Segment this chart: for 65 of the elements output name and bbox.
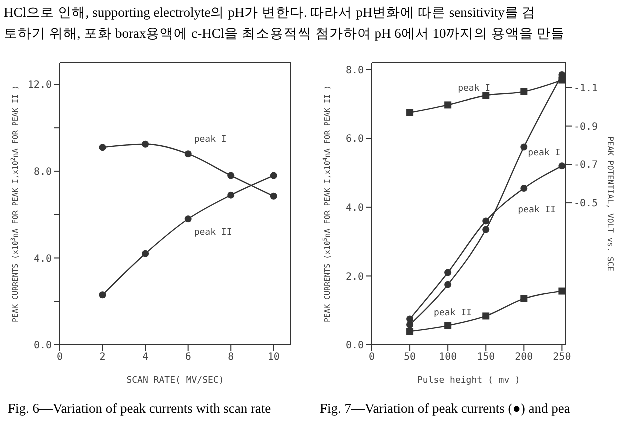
point bbox=[444, 102, 452, 109]
y-tick-label: 0.0 bbox=[346, 340, 364, 352]
caption: Fig. 6—Variation of peak currents with scan rate bbox=[7, 401, 272, 417]
series-label: peak I bbox=[458, 84, 491, 94]
y2-tick-label: -0.5 bbox=[574, 198, 598, 210]
x-tick-label: 200 bbox=[515, 352, 534, 364]
y-tick-label: 4.0 bbox=[346, 202, 364, 214]
x-tick-label: 10 bbox=[268, 352, 280, 364]
x-tick-label: 250 bbox=[553, 352, 572, 364]
point bbox=[444, 322, 452, 330]
x-axis-title: SCAN RATE( MV/SEC) bbox=[126, 376, 224, 386]
x-tick-label: 50 bbox=[404, 352, 416, 364]
x-tick-label: 2 bbox=[100, 352, 106, 364]
point bbox=[99, 144, 106, 152]
point bbox=[520, 144, 528, 151]
series-label: peak I bbox=[528, 148, 561, 158]
y2-axis-title: PEAK POTENTIAL, VOLT vs. SCE bbox=[606, 136, 615, 272]
point bbox=[270, 192, 278, 200]
point bbox=[444, 269, 452, 276]
point bbox=[228, 192, 235, 199]
point bbox=[228, 172, 235, 180]
y2-tick-label: -0.7 bbox=[574, 160, 598, 172]
point bbox=[520, 185, 528, 192]
point bbox=[142, 140, 150, 148]
x-tick-label: 0 bbox=[368, 352, 376, 364]
series-label: peak II bbox=[194, 228, 232, 238]
x-tick-label: 4 bbox=[142, 352, 149, 364]
y-tick-label: 12.0 bbox=[28, 80, 52, 92]
point bbox=[184, 216, 192, 223]
point bbox=[482, 226, 490, 234]
x-tick-label: 150 bbox=[477, 352, 496, 364]
point bbox=[482, 312, 490, 320]
point bbox=[406, 328, 414, 336]
point bbox=[270, 172, 278, 180]
series-label: peak I bbox=[194, 135, 227, 146]
x-tick-label: 6 bbox=[185, 352, 192, 364]
point bbox=[99, 292, 106, 299]
y-tick-label: 2.0 bbox=[346, 272, 364, 283]
series-label: peak II bbox=[434, 308, 472, 319]
y-tick-label: 8.0 bbox=[34, 167, 52, 178]
point bbox=[558, 288, 566, 295]
text: 토하기 위해, 포화 borax용액에 c-HCl을 최소용적씩 첨가하여 pH 6에서 10까지의 용액을 만들 bbox=[4, 25, 565, 43]
x-tick-label: 0 bbox=[56, 352, 64, 364]
point bbox=[184, 150, 192, 158]
y2-tick-label: -1.1 bbox=[574, 83, 598, 94]
text: HCl으로 인해, supporting electrolyte의 pH가 변한다. 따라서 pH변화에 따른 sensitivity를 검 bbox=[4, 4, 538, 22]
point bbox=[482, 92, 490, 100]
y2-tick-label: -0.9 bbox=[574, 122, 598, 133]
x-tick-label: 100 bbox=[439, 352, 458, 364]
x-axis-title: Pulse height ( mv ) bbox=[418, 376, 520, 386]
series-label: peak II bbox=[518, 206, 556, 216]
point bbox=[558, 162, 566, 170]
y-tick-label: 0.0 bbox=[34, 340, 52, 352]
point bbox=[520, 295, 528, 302]
point bbox=[406, 109, 414, 116]
y-tick-label: 6.0 bbox=[346, 134, 364, 146]
y-tick-label: 4.0 bbox=[34, 254, 52, 265]
point bbox=[520, 88, 528, 96]
caption: Fig. 7—Variation of peak currents (●) and pea bbox=[319, 401, 572, 417]
point bbox=[482, 218, 490, 225]
point bbox=[406, 316, 414, 323]
x-tick-label: 8 bbox=[228, 352, 234, 364]
y-tick-label: 8.0 bbox=[346, 65, 364, 76]
point bbox=[142, 250, 150, 258]
point bbox=[444, 281, 452, 288]
